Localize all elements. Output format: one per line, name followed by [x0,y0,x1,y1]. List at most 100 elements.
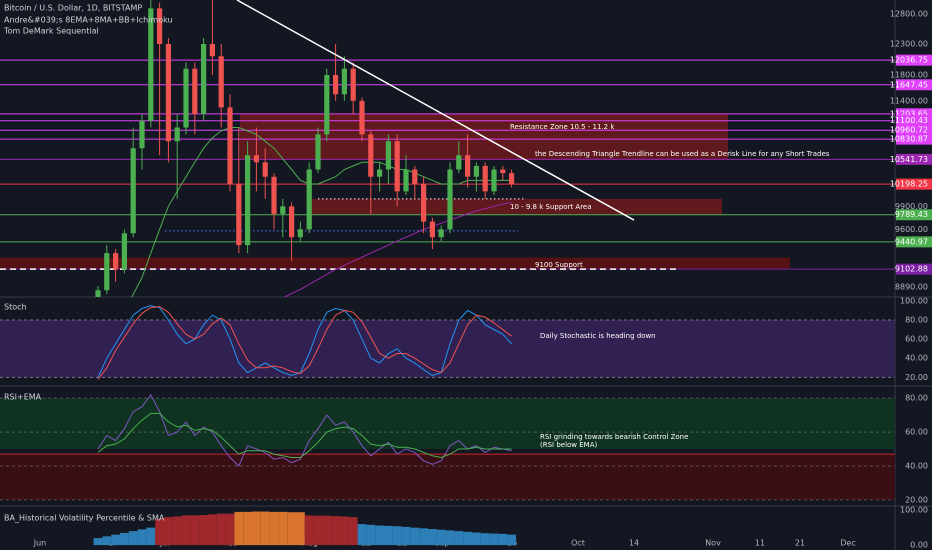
y-tick-label: 11400.00 [890,96,928,105]
y-tick-label: 60.00 [905,428,928,437]
candle-body [333,75,339,95]
y-tick-label: 9900.00 [895,202,928,211]
bar [331,516,340,546]
candle-body [271,176,277,214]
bar [454,531,464,546]
moving-average [131,127,512,297]
y-tick-label: 12800.00 [890,10,928,19]
candle-body [350,68,356,101]
level-label: 9102.88 [895,265,928,274]
bar [146,527,156,546]
candle-body [113,253,119,270]
bar [181,515,191,546]
indicator-line [97,393,512,467]
y-tick-label: 12300.00 [890,39,928,48]
y-tick-label: 40.00 [905,354,928,363]
bar [419,528,428,546]
candle-body [473,165,479,177]
y-tick-label: 60.00 [905,335,928,344]
candle-body [438,229,444,238]
moving-average [283,202,512,297]
candle-body [359,100,365,135]
bar [480,533,490,546]
level-label: 12036.75 [890,56,928,65]
level-label: 10830.87 [890,135,928,144]
bar [252,511,261,546]
y-tick-label: 40.00 [905,462,928,471]
y-tick-label: 20.00 [905,373,928,382]
candle-body [139,120,145,149]
bar [243,511,252,546]
annotation: the Descending Triangle Trendline can be… [535,150,830,158]
candle-body [421,184,427,222]
bar [260,511,270,546]
bar [155,518,164,546]
bar [401,526,411,546]
bar [93,538,103,546]
candle-body [341,68,347,95]
pane-title: RSI+EMA [4,393,42,402]
candle-body [280,206,286,214]
level-tag [896,124,932,136]
level-tag [896,54,932,66]
candle-body [482,165,488,192]
bar [428,529,437,546]
zone-label: 9100 Support [535,261,583,269]
pane [0,305,895,380]
candle-body [95,290,101,297]
bar [436,529,446,546]
candle-body [456,155,462,170]
bar [120,532,129,546]
bar [463,531,472,546]
y-tick-label: 8890.00 [895,282,928,291]
bar [102,536,112,546]
level-label: 11203.65 [890,109,928,118]
candle-body [121,233,127,270]
level-tag [896,153,932,165]
y-tick-label: 20.00 [905,495,928,504]
bar [269,511,279,546]
bar [313,515,323,546]
bar [410,527,420,546]
zone-label: 10 - 9.8 k Support Area [510,203,592,211]
level-tag [896,133,932,145]
level-label: 11647.45 [890,80,928,89]
level-tag [896,209,932,221]
y-tick-label: 9600.00 [895,225,928,234]
candle-body [324,75,330,135]
level-tag [896,115,932,127]
candle-body [368,134,374,177]
candle-body [429,221,435,238]
level-label: 10960.72 [890,126,928,135]
bar [384,525,393,546]
candle-body [157,8,163,44]
level-tag [896,79,932,91]
candle-body [394,141,400,192]
zone [0,398,895,450]
pane [93,511,516,546]
candle-body [201,43,207,115]
candle-body [253,155,259,163]
candle-body [465,155,471,177]
candle-body [447,169,453,230]
bar [190,515,200,546]
candle-body [174,127,180,142]
candle-body [227,107,233,185]
bar [137,529,147,546]
x-tick-label: Dec [840,539,855,548]
candle-body [183,68,189,128]
band [0,319,895,378]
candle-body [209,43,215,57]
bar [498,533,508,546]
bar [199,515,208,546]
candle-body [509,173,515,185]
zone [0,257,790,270]
indicator-label: Andre&#039;s 8EMA+8MA+BB+Ichimoku [4,16,173,25]
candle-body [306,169,312,230]
candle-body [165,43,171,142]
annotation: (RSI below EMA) [540,441,598,449]
zone [0,454,895,500]
annotation: RSI grinding towards bearish Control Zon… [540,433,688,441]
zone [310,198,722,215]
